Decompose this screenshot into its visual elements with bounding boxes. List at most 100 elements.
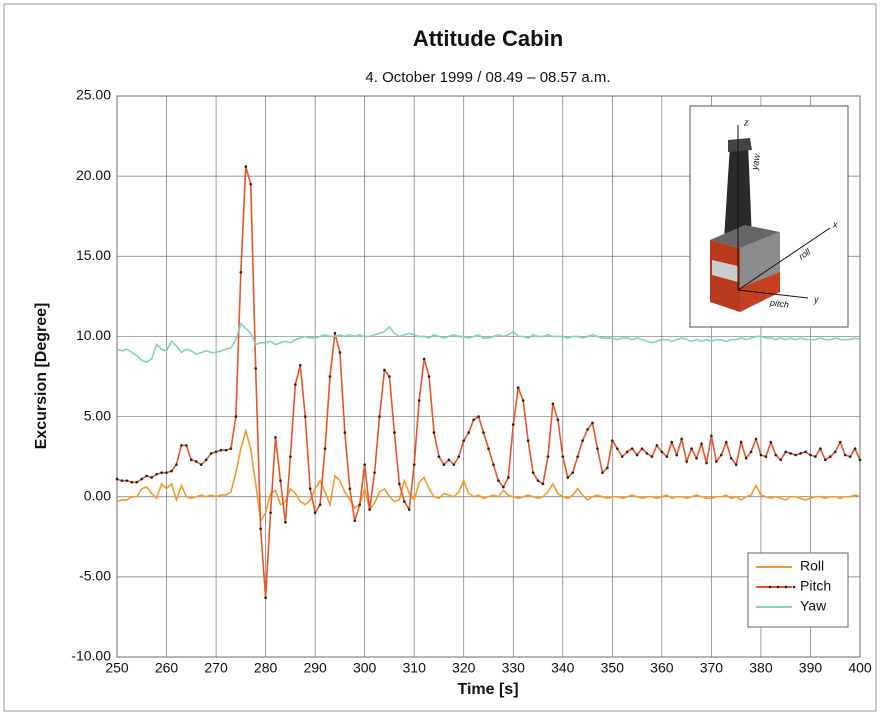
- point: [526, 439, 530, 442]
- point: [378, 415, 381, 418]
- point: [695, 456, 698, 460]
- point: [338, 351, 342, 354]
- point: [447, 458, 451, 462]
- point: [556, 418, 560, 422]
- point: [824, 458, 827, 462]
- point: [536, 479, 540, 482]
- point: [838, 440, 842, 444]
- point: [615, 447, 619, 450]
- point: [422, 357, 426, 361]
- point: [511, 423, 515, 426]
- point: [388, 375, 391, 378]
- point: [313, 511, 317, 515]
- point: [789, 452, 792, 455]
- point: [120, 479, 124, 482]
- x-tick-label: 340: [551, 660, 575, 676]
- x-tick-label: 350: [601, 660, 625, 676]
- inset-label: y: [813, 294, 819, 304]
- point: [482, 431, 485, 434]
- inset-label: z: [743, 117, 749, 127]
- point: [700, 442, 703, 446]
- point: [333, 331, 337, 335]
- x-tick-label: 270: [204, 660, 228, 676]
- point: [640, 447, 644, 450]
- point: [234, 415, 238, 418]
- point: [457, 455, 461, 458]
- point: [784, 450, 787, 454]
- point: [759, 453, 763, 457]
- x-tick-label: 370: [700, 660, 724, 676]
- point: [680, 437, 683, 441]
- point: [645, 452, 649, 455]
- point: [670, 440, 674, 444]
- point: [170, 469, 173, 473]
- point: [417, 399, 421, 402]
- point: [185, 444, 188, 447]
- point: [150, 476, 153, 479]
- tower-top: [728, 138, 752, 152]
- point: [804, 450, 807, 454]
- point: [393, 431, 396, 434]
- point: [502, 485, 505, 489]
- point: [318, 503, 322, 507]
- point: [358, 503, 362, 507]
- point: [858, 458, 862, 462]
- point: [363, 463, 366, 466]
- point: [289, 455, 292, 458]
- point: [546, 455, 550, 458]
- point: [710, 434, 713, 438]
- legend-marker: [776, 585, 780, 589]
- series-line: [116, 322, 861, 363]
- point: [611, 439, 614, 442]
- point: [596, 447, 599, 450]
- legend-label: Pitch: [800, 578, 831, 594]
- x-tick-label: 310: [403, 660, 427, 676]
- y-tick-label: 20.00: [76, 167, 111, 183]
- point: [269, 511, 272, 515]
- point: [244, 165, 248, 168]
- point: [675, 453, 679, 457]
- point: [427, 375, 431, 378]
- point: [507, 476, 510, 479]
- point: [125, 479, 129, 482]
- point: [239, 271, 243, 274]
- inset-label: x: [832, 219, 838, 229]
- point: [462, 439, 466, 442]
- y-tick-label: 10.00: [76, 327, 111, 343]
- point: [115, 477, 119, 481]
- point: [650, 455, 654, 458]
- y-tick-label: -10.00: [71, 648, 111, 664]
- point: [135, 480, 139, 484]
- point: [467, 431, 470, 434]
- point: [224, 448, 228, 452]
- y-tick-label: 15.00: [76, 247, 111, 263]
- point: [219, 448, 223, 452]
- point: [606, 466, 609, 470]
- point: [368, 508, 371, 511]
- point: [724, 440, 728, 444]
- point: [298, 363, 302, 367]
- cabin-window: [712, 260, 738, 282]
- x-tick-label: 260: [155, 660, 179, 676]
- point: [264, 596, 267, 599]
- y-tick-label: 25.00: [76, 87, 111, 103]
- series-line: [116, 428, 861, 524]
- point: [814, 455, 817, 458]
- point: [175, 463, 178, 466]
- point: [690, 447, 693, 450]
- point: [809, 453, 812, 457]
- point: [764, 455, 768, 458]
- chart-title: Attitude Cabin: [413, 26, 563, 51]
- point: [402, 500, 406, 503]
- point: [729, 456, 733, 460]
- point: [586, 428, 589, 431]
- point: [160, 471, 163, 474]
- point: [308, 487, 312, 491]
- axis-y: [737, 289, 809, 299]
- cabin-bottom: [740, 272, 780, 312]
- point: [214, 450, 218, 454]
- point: [437, 455, 441, 458]
- x-tick-label: 250: [105, 660, 129, 676]
